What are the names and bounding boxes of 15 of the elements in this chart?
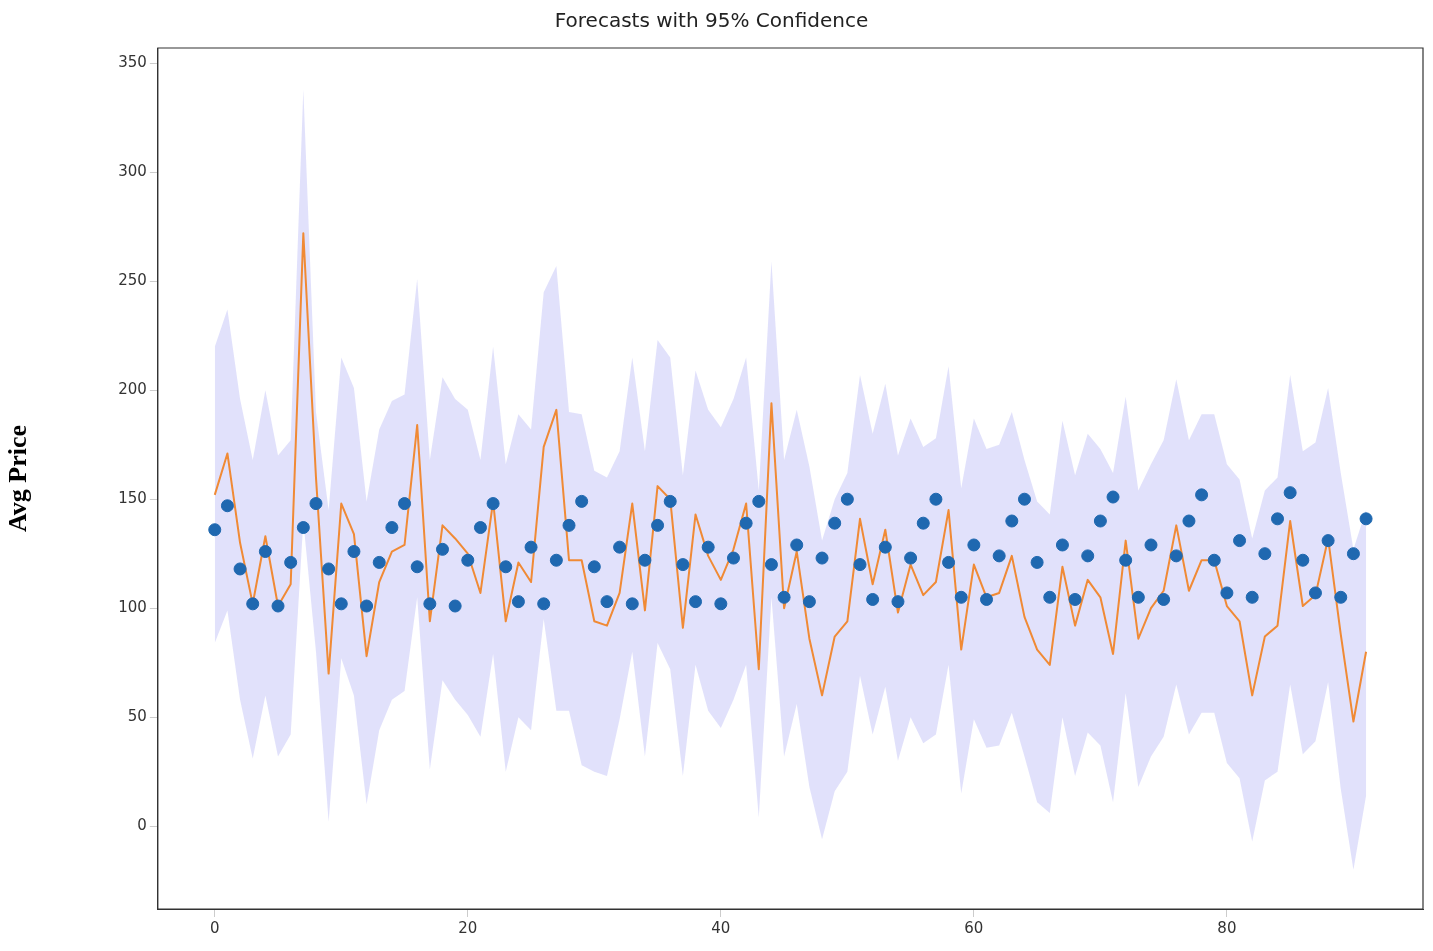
chart-title: Forecasts with 95% Confidence	[554, 8, 869, 33]
x-tick-label: 40	[711, 918, 731, 937]
y-axis-title: Avg Price	[3, 424, 33, 533]
y-tick-label: 350	[118, 53, 147, 72]
y-tick-label: 50	[127, 707, 147, 726]
y-tick-label: 250	[118, 271, 147, 290]
y-tick-label: 200	[118, 380, 147, 399]
x-tick-label: 60	[964, 918, 984, 937]
y-tick-label: 100	[118, 598, 147, 617]
y-tick-label: 300	[118, 162, 147, 181]
y-tick-label: 0	[137, 816, 147, 835]
x-tick-label: 20	[458, 918, 478, 937]
x-tick-label: 80	[1217, 918, 1237, 937]
y-tick-label: 150	[118, 489, 147, 508]
x-tick-label: 0	[209, 918, 220, 937]
